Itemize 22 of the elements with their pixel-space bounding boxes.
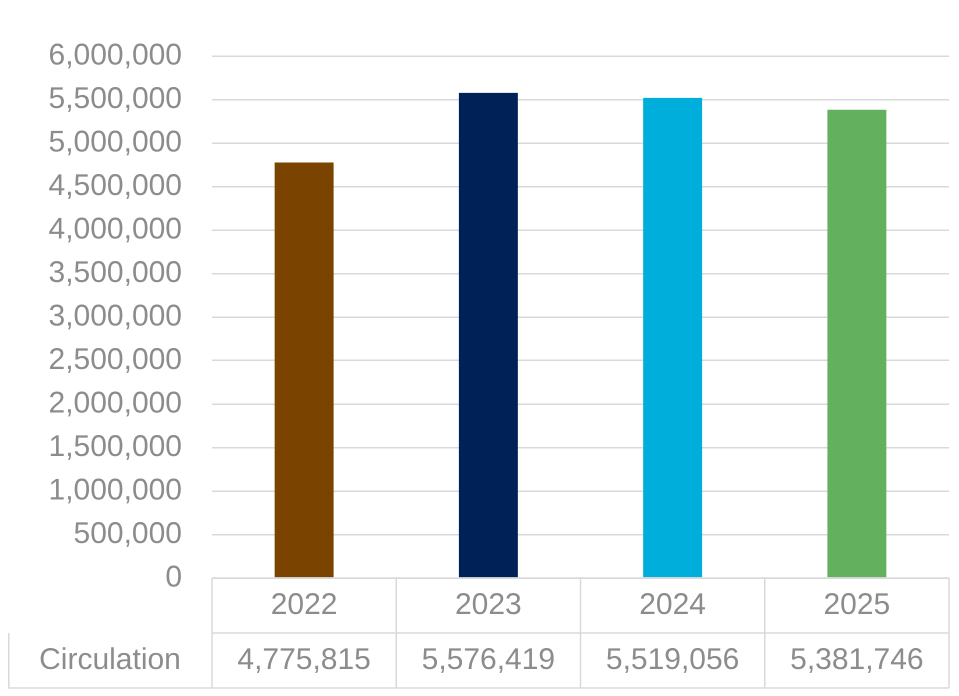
text: Circulation <box>39 642 181 676</box>
y-tick-label: 2,000,000 <box>48 386 182 420</box>
y-tick-label: 3,000,000 <box>48 299 182 332</box>
y-tick-label: 4,500,000 <box>48 168 182 202</box>
data-label: 5,381,746 <box>790 642 924 676</box>
data-label: 4,775,815 <box>237 642 371 676</box>
y-tick-label: 6,000,000 <box>48 38 182 72</box>
data-label: 5,519,056 <box>606 642 740 676</box>
x-tick-label: 2023 <box>455 588 522 621</box>
data-label: 5,576,419 <box>422 642 556 676</box>
y-tick-label: 500,000 <box>74 516 182 550</box>
y-tick-label: 1,000,000 <box>48 473 182 506</box>
y-tick-label: 4,000,000 <box>48 212 182 246</box>
y-tick-label: 1,500,000 <box>48 430 182 463</box>
x-tick-label: 2022 <box>270 588 338 621</box>
x-tick-label: 2024 <box>639 588 706 621</box>
y-tick-label: 3,500,000 <box>48 256 182 289</box>
y-tick-label: 5,500,000 <box>48 82 182 115</box>
y-tick-label: 0 <box>165 560 182 594</box>
x-tick-label: 2025 <box>824 588 890 621</box>
y-tick-label: 5,000,000 <box>48 125 182 158</box>
y-tick-label: 2,500,000 <box>48 342 182 376</box>
